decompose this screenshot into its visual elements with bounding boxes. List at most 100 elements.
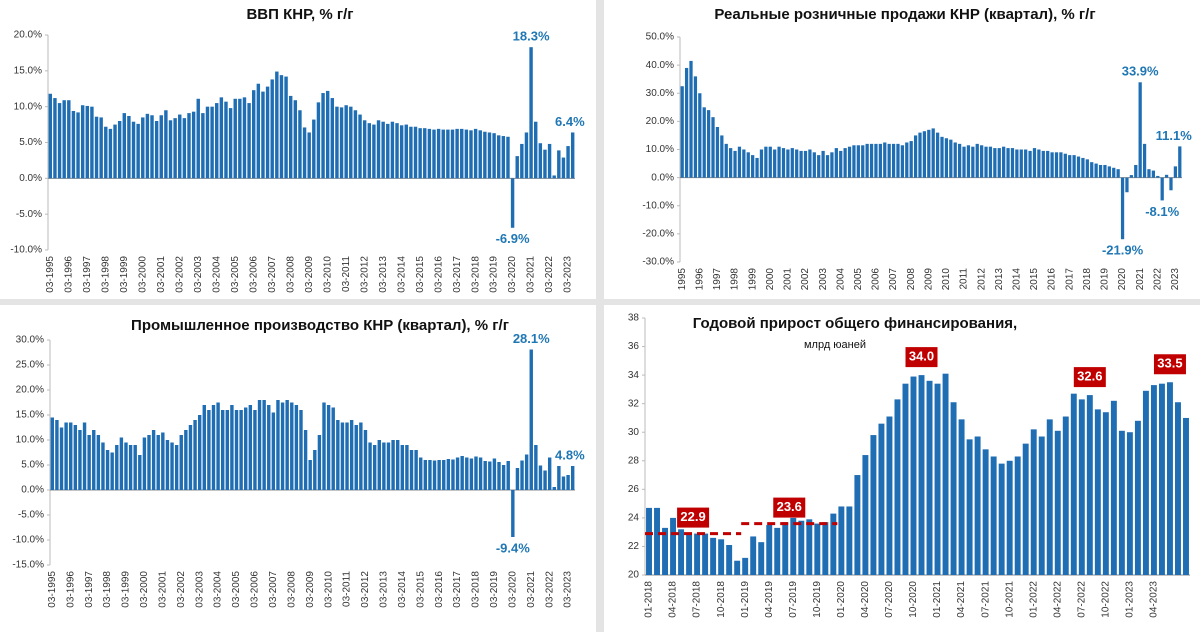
y-tick-label: 30.0% [16,335,44,346]
bar [891,143,896,178]
bar [957,143,962,178]
bar [799,150,803,178]
bar [654,507,660,575]
x-tick-label: 03-2015 [415,256,426,293]
bar [418,128,422,179]
bar [1142,143,1147,178]
value-label: 32.6 [1077,369,1102,384]
bar [187,113,191,179]
bar [349,106,353,179]
bar [988,146,993,178]
bar [82,422,87,490]
x-tick-label: 2005 [853,268,864,291]
x-tick-label: 03-2004 [211,256,222,293]
bar [302,127,307,179]
bar [795,149,799,178]
bar [1098,164,1103,178]
x-tick-label: 03-1996 [65,571,76,608]
bar [975,143,979,178]
bar [1160,177,1164,201]
bar [557,150,561,179]
bar [354,425,358,490]
x-tick-label: 03-2009 [305,571,316,608]
bar [686,533,693,575]
x-tick-label: 03-2011 [342,571,353,607]
bar [935,132,940,178]
y-tick-label: -20.0% [642,229,674,240]
bar [1050,152,1054,178]
bar [55,420,59,490]
bar [331,407,335,490]
bar [1134,420,1141,575]
bar [85,105,90,179]
bar [543,149,547,179]
bar [733,150,737,178]
bar [335,106,339,179]
bar [377,440,381,490]
bar [76,112,80,179]
x-tick-label: 2018 [1082,268,1093,291]
bar [450,129,455,179]
bar [982,449,989,575]
bar [142,437,147,490]
bar [798,520,805,575]
bar [896,143,900,178]
bar [161,432,165,490]
bar [689,60,693,178]
bar [1134,164,1138,178]
bar [918,132,922,178]
y-tick-label: 32 [628,398,640,409]
y-tick-label: 30.0% [646,88,674,99]
x-tick-label: 03-2021 [526,571,537,608]
bar [1120,177,1125,240]
bar [460,456,464,490]
bar [1112,167,1116,178]
x-tick-label: 03-2008 [286,571,297,608]
bar [101,442,105,490]
x-tick-label: 04-2018 [668,581,679,618]
bar [257,400,262,490]
bar [136,123,140,179]
reference-label: 23.6 [777,499,802,514]
x-tick-label: 03-2015 [415,571,426,608]
bar [524,454,529,490]
bar [170,442,174,490]
y-tick-label: 20 [628,570,640,581]
bar [1022,443,1029,575]
bar [104,126,108,179]
y-tick-label: 0.0% [651,172,674,183]
x-tick-label: 03-2000 [137,256,148,293]
bar [173,118,177,179]
x-tick-label: 03-2019 [489,256,500,293]
bar [944,138,949,178]
value-label-box [905,347,938,368]
bar [168,120,173,179]
x-tick-label: 03-2003 [193,256,204,293]
bar [1151,170,1156,178]
x-tick-label: 03-1998 [100,256,111,293]
bar [110,452,114,490]
bar [1094,409,1101,575]
bar [670,517,677,575]
x-tick-label: 04-2021 [956,581,967,618]
bar [207,410,211,490]
x-tick-label: 03-2022 [544,571,555,608]
bar [59,427,64,490]
bar [1019,149,1023,178]
x-tick-label: 07-2018 [692,581,703,618]
x-tick-label: 03-2023 [563,256,574,293]
bar [78,430,82,490]
bar [284,76,288,179]
bar [1110,400,1117,575]
value-label: 33.5 [1157,356,1182,371]
bar [1002,146,1006,178]
x-tick-label: 03-2020 [507,571,518,608]
bar [147,435,151,490]
value-label: 4.8% [555,447,585,462]
bar [262,400,266,490]
y-tick-label: 50.0% [646,32,674,43]
bar [520,460,524,490]
bar [746,152,750,178]
y-tick-label: 0.0% [19,173,42,184]
bar [1078,399,1085,575]
